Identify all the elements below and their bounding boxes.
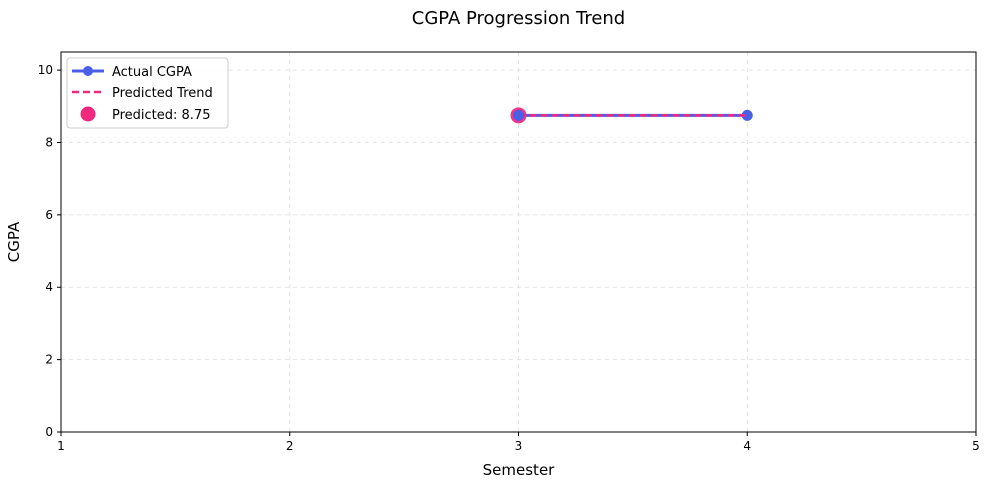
legend-box <box>66 57 229 129</box>
legend-predicted-point-label: Predicted: 8.75 <box>112 108 210 123</box>
y-tick-label: 10 <box>38 63 53 77</box>
series-layer <box>510 107 753 124</box>
x-tick-label: 4 <box>743 439 751 453</box>
y-tick-label: 2 <box>45 353 53 367</box>
x-tick-label: 1 <box>57 439 65 453</box>
y-tick-label: 4 <box>45 280 53 294</box>
y-tick-label: 6 <box>45 208 53 222</box>
x-tick-label: 2 <box>286 439 294 453</box>
x-tick-label: 3 <box>515 439 523 453</box>
legend-predicted-label: Predicted Trend <box>112 86 213 101</box>
actual-cgpa-point <box>741 109 753 121</box>
actual-cgpa-point-overlay <box>513 109 524 121</box>
y-tick-label: 8 <box>45 135 53 149</box>
chart-title: CGPA Progression Trend <box>412 8 625 29</box>
x-tick-label: 5 <box>972 439 980 453</box>
x-axis-title: Semester <box>483 461 556 479</box>
legend-actual-marker <box>83 66 93 76</box>
legend-actual-label: Actual CGPA <box>112 65 192 80</box>
y-axis-title: CGPA <box>5 221 23 262</box>
ticks-layer: 1 2 3 4 5 0 2 4 6 8 10 <box>38 63 980 453</box>
y-tick-label: 0 <box>45 425 53 439</box>
legend: Actual CGPA Predicted Trend Predicted: 8… <box>66 57 229 129</box>
legend-predicted-point-marker <box>80 106 96 122</box>
